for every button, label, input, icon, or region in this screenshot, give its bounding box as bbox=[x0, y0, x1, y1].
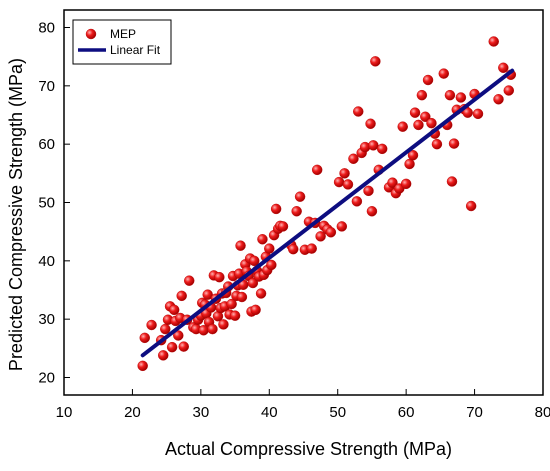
scatter-point bbox=[413, 119, 424, 131]
scatter-point bbox=[503, 85, 514, 96]
y-tick-label: 70 bbox=[38, 78, 55, 95]
scatter-point bbox=[137, 360, 148, 372]
scatter-point bbox=[400, 178, 412, 190]
x-tick-label: 20 bbox=[124, 404, 141, 421]
x-tick-label: 30 bbox=[193, 404, 210, 421]
scatter-point bbox=[431, 138, 443, 150]
x-tick-label: 80 bbox=[535, 404, 550, 421]
legend: MEP Linear Fit bbox=[72, 19, 172, 65]
scatter-point bbox=[315, 231, 326, 242]
x-tick-label: 60 bbox=[398, 404, 415, 421]
scatter-point bbox=[207, 323, 218, 335]
scatter-point bbox=[368, 140, 379, 151]
scatter-point bbox=[236, 291, 248, 303]
x-tick-label: 40 bbox=[261, 404, 278, 421]
scatter-point bbox=[235, 240, 246, 251]
scatter-point bbox=[166, 341, 178, 353]
scatter-point bbox=[325, 227, 337, 238]
scatter-point bbox=[178, 341, 189, 352]
scatter-point bbox=[370, 56, 381, 67]
scatter-point bbox=[218, 319, 229, 330]
scatter-point bbox=[353, 106, 364, 117]
scatter-point bbox=[426, 117, 437, 129]
scatter-point bbox=[266, 259, 277, 271]
x-tick-label: 10 bbox=[56, 404, 73, 421]
scatter-point bbox=[146, 319, 157, 331]
scatter-point bbox=[291, 206, 302, 217]
x-tick-label: 70 bbox=[466, 404, 483, 421]
scatter-point bbox=[420, 111, 431, 122]
scatter-point bbox=[160, 323, 171, 335]
scatter-point bbox=[409, 107, 421, 118]
x-axis-title: Actual Compressive Strength (MPa) bbox=[165, 439, 452, 459]
scatter-point bbox=[336, 221, 348, 232]
scatter-point bbox=[339, 168, 350, 179]
scatter-point bbox=[404, 158, 415, 170]
y-tick-label: 80 bbox=[38, 20, 55, 37]
scatter-point bbox=[311, 164, 323, 176]
y-tick-label: 50 bbox=[38, 195, 55, 212]
scatter-point bbox=[448, 138, 460, 149]
linear-fit-line bbox=[140, 68, 515, 358]
scatter-point bbox=[465, 200, 477, 212]
scatter-point bbox=[264, 243, 275, 254]
scatter-point bbox=[168, 304, 180, 316]
scatter-point bbox=[306, 243, 317, 254]
legend-label-mep: MEP bbox=[110, 27, 136, 41]
points-layer bbox=[137, 36, 517, 372]
y-axis-title: Predicted Compressive Strength (MPa) bbox=[6, 58, 26, 371]
scatter-point bbox=[342, 179, 354, 190]
scatter-point bbox=[294, 191, 306, 202]
scatter-point bbox=[277, 221, 289, 232]
scatter-point bbox=[498, 62, 509, 73]
scatter-point bbox=[184, 275, 195, 286]
scatter-point bbox=[416, 89, 428, 101]
scatter-point bbox=[365, 118, 376, 129]
scatter-point bbox=[446, 176, 458, 187]
y-tick-label: 30 bbox=[38, 311, 55, 328]
scatter-point bbox=[351, 196, 363, 207]
scatter-point bbox=[255, 288, 267, 299]
scatter-point bbox=[250, 304, 261, 316]
legend-label-linear-fit: Linear Fit bbox=[110, 43, 161, 57]
scatter-point bbox=[257, 234, 268, 245]
x-tick-label: 50 bbox=[329, 404, 346, 421]
scatter-point bbox=[214, 271, 225, 283]
scatter-point bbox=[348, 153, 359, 164]
scatter-point bbox=[229, 310, 241, 321]
scatter-point bbox=[158, 350, 169, 361]
scatter-point bbox=[363, 185, 374, 197]
line-layer bbox=[140, 68, 515, 358]
scatter-point bbox=[407, 150, 419, 161]
scatter-point bbox=[444, 89, 456, 101]
scatter-point bbox=[270, 203, 282, 215]
scatter-point bbox=[438, 68, 449, 79]
scatter-point bbox=[376, 143, 388, 155]
scatter-point bbox=[366, 206, 378, 217]
scatter-point bbox=[422, 74, 434, 86]
legend-marker-mep bbox=[85, 28, 97, 40]
scatter-point bbox=[397, 121, 408, 132]
y-tick-label: 20 bbox=[38, 370, 55, 387]
scatter-point bbox=[249, 255, 260, 267]
scatter-point bbox=[488, 36, 499, 47]
scatter-point bbox=[288, 243, 299, 255]
scatter-point bbox=[455, 92, 467, 103]
legend-box bbox=[72, 19, 172, 65]
scatter-point bbox=[493, 94, 504, 105]
scatter-point bbox=[462, 107, 473, 118]
y-tick-label: 60 bbox=[38, 136, 55, 153]
scatter-point bbox=[247, 277, 259, 289]
scatter-point bbox=[176, 290, 187, 302]
y-tick-label: 40 bbox=[38, 253, 55, 270]
scatter-point bbox=[333, 176, 345, 188]
scatter-point bbox=[139, 332, 150, 344]
scatter-point bbox=[173, 330, 184, 341]
scatter-point bbox=[387, 177, 398, 188]
scatter-point bbox=[226, 298, 237, 310]
scatter-point bbox=[472, 108, 484, 120]
